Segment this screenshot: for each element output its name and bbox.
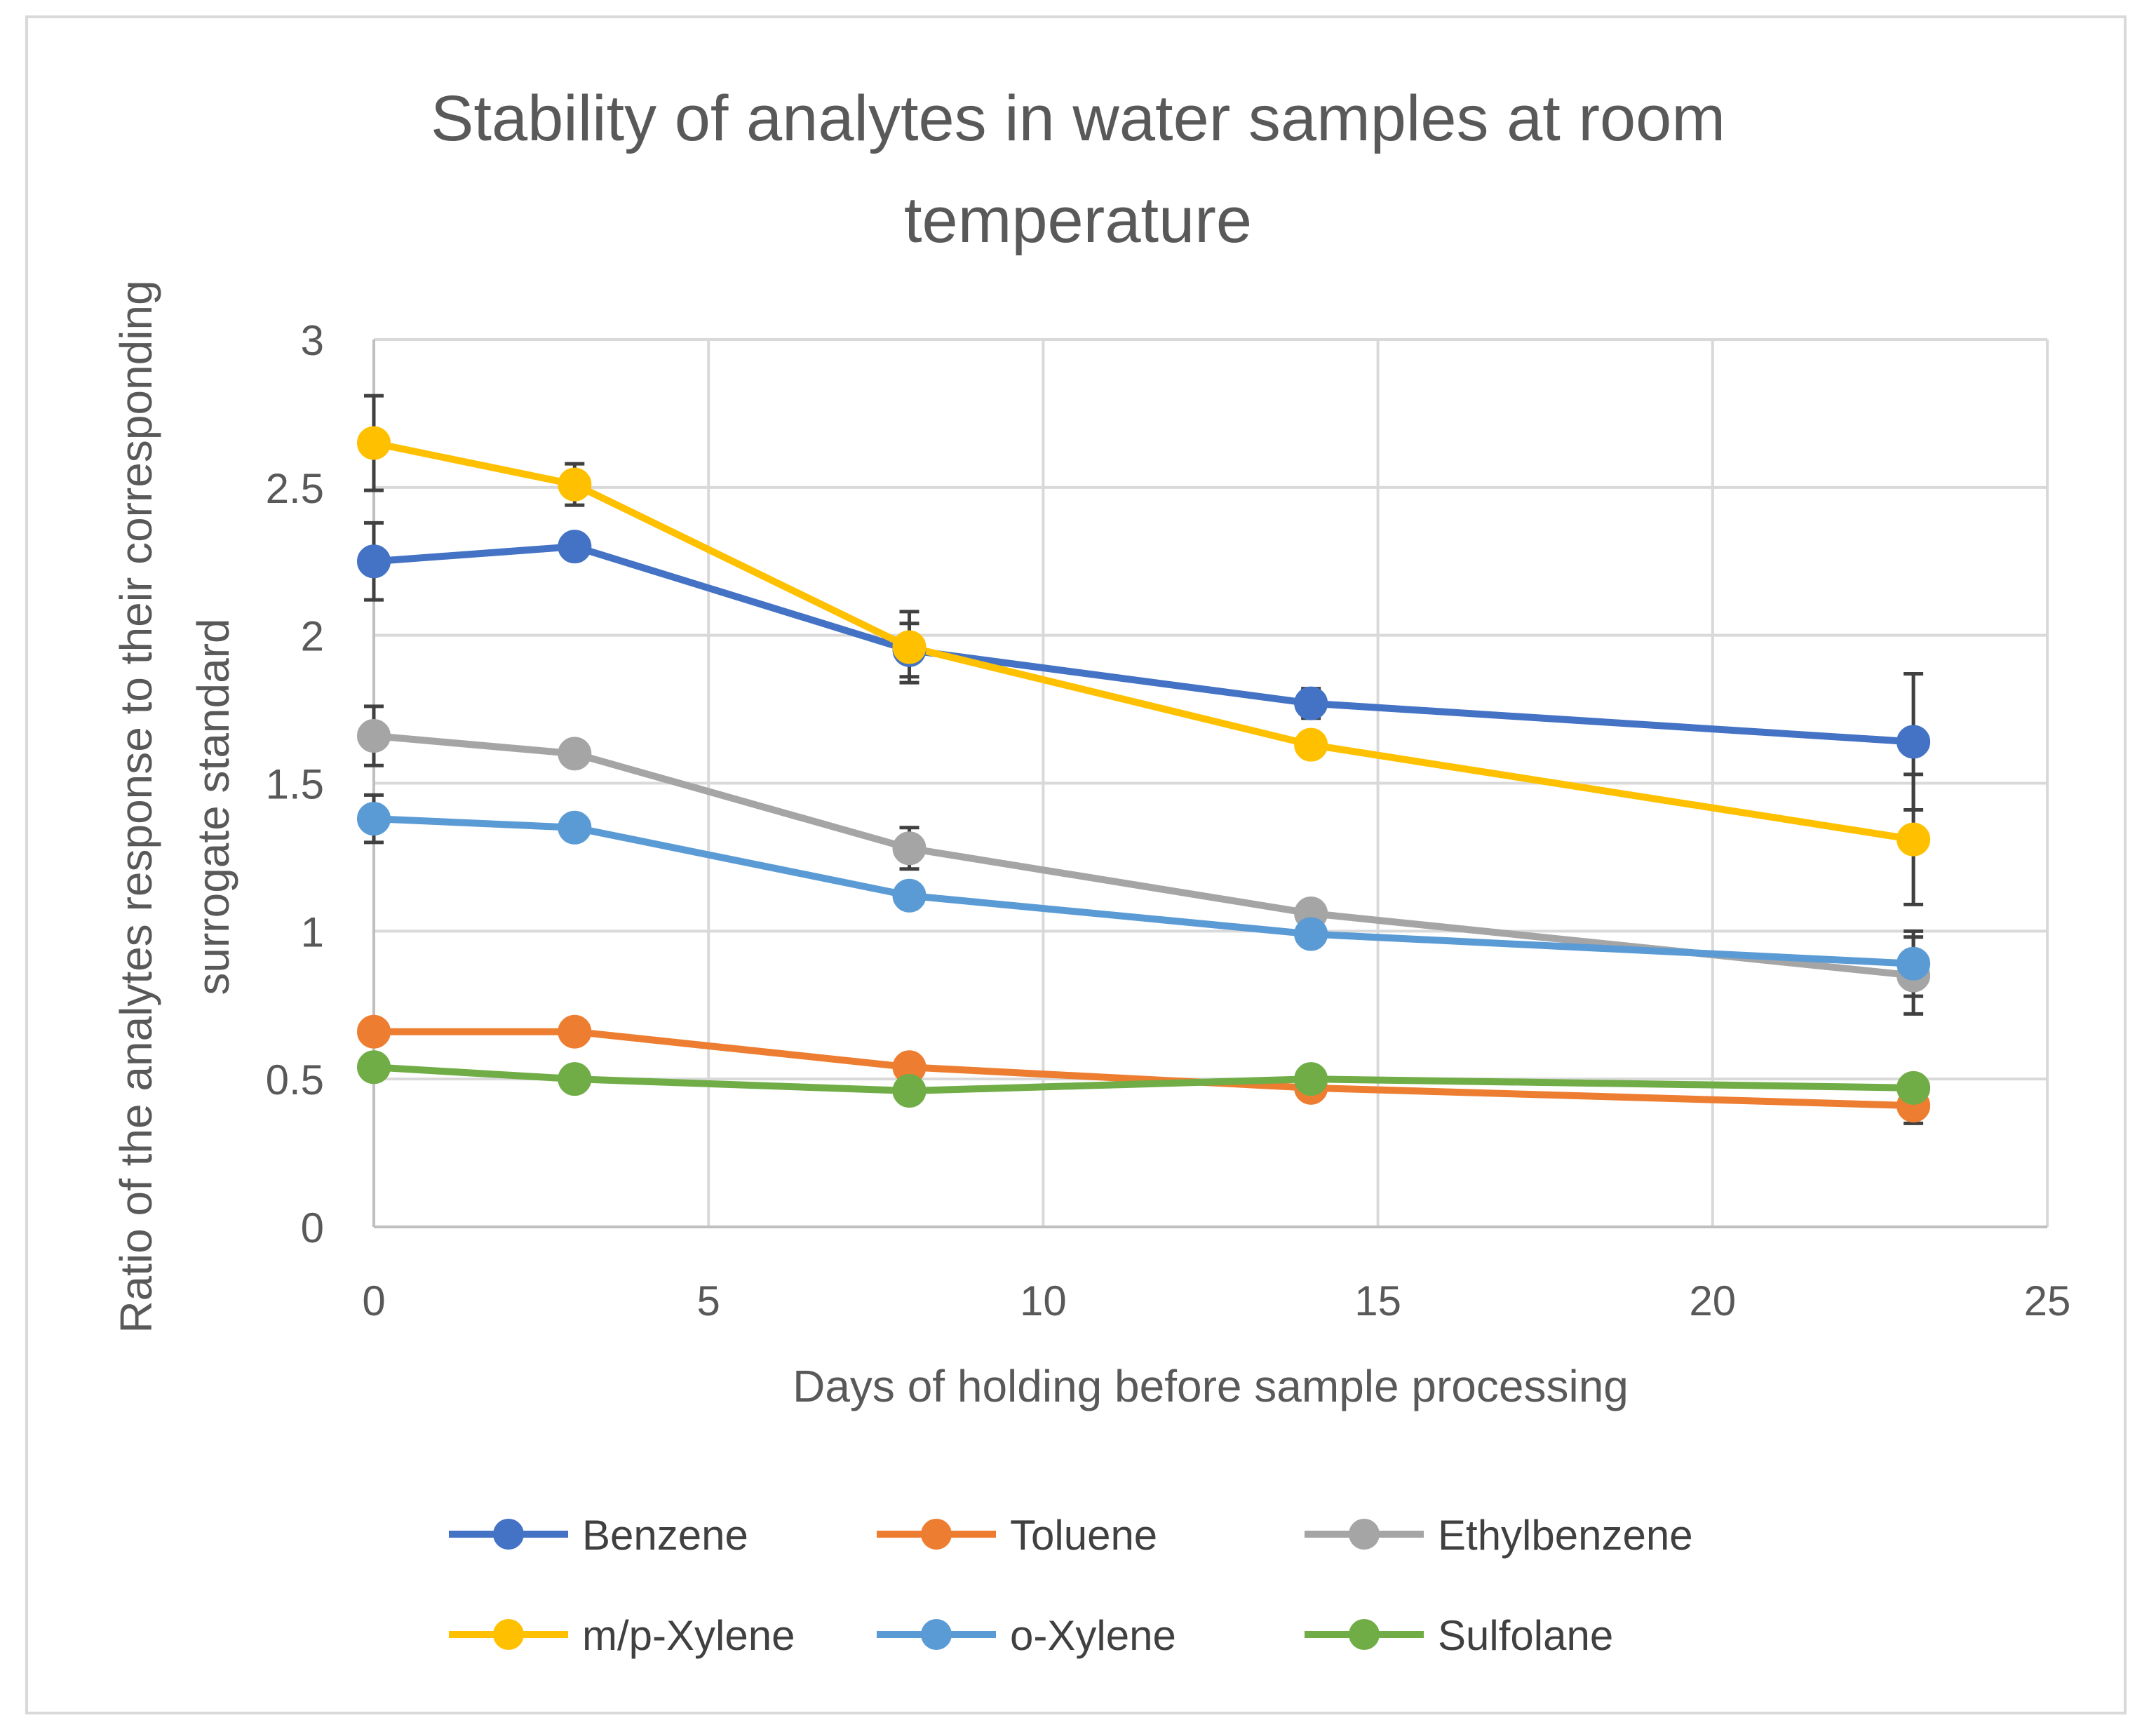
legend-label: Benzene: [582, 1512, 748, 1559]
data-point-m/p-Xylene: [892, 630, 927, 664]
legend: Benzene Toluene Ethylbenzene m/p-Xylene o-Xy…: [449, 1512, 1693, 1659]
data-point-o-Xylene: [892, 878, 927, 913]
y-tick-label: 0: [301, 1204, 324, 1251]
legend-item-Benzene: Benzene: [449, 1512, 748, 1559]
x-tick-label: 20: [1689, 1277, 1736, 1324]
legend-item-Ethylbenzene: Ethylbenzene: [1305, 1512, 1693, 1559]
y-tick-label: 0.5: [266, 1056, 324, 1103]
legend-swatch-marker: [921, 1519, 952, 1550]
chart-title-line-2: temperature: [904, 184, 1252, 256]
series-lines: [372, 439, 1914, 1110]
data-point-Sulfolane: [357, 1050, 391, 1085]
legend-label: o-Xylene: [1010, 1612, 1176, 1659]
chart-title: Stability of analytes in water samples a…: [431, 83, 1725, 256]
y-axis-label: Ratio of the analytes response to their …: [111, 280, 238, 1333]
legend-item-m/p-Xylene: m/p-Xylene: [449, 1612, 795, 1659]
y-tick-label: 1: [301, 908, 324, 955]
data-point-m/p-Xylene: [357, 426, 391, 460]
data-point-Ethylbenzene: [558, 737, 592, 771]
data-point-Sulfolane: [892, 1074, 927, 1108]
legend-swatch-marker: [493, 1619, 524, 1650]
data-point-Benzene: [1896, 725, 1931, 759]
data-point-Benzene: [1294, 686, 1328, 720]
series-line-Toluene: [374, 1028, 1914, 1110]
legend-item-Sulfolane: Sulfolane: [1305, 1612, 1613, 1659]
legend-item-o-Xylene: o-Xylene: [877, 1612, 1176, 1659]
data-point-m/p-Xylene: [1896, 822, 1931, 857]
chart-frame: [25, 15, 2127, 1714]
x-tick-labels: 0 5 10 15 20 25: [362, 1277, 2070, 1324]
legend-label: m/p-Xylene: [582, 1612, 795, 1659]
series-line-Benzene: [373, 543, 1914, 746]
data-point-Toluene: [558, 1014, 592, 1049]
legend-swatch-marker: [1349, 1519, 1380, 1550]
legend-label: Ethylbenzene: [1438, 1512, 1693, 1559]
data-point-Ethylbenzene: [357, 719, 391, 753]
data-point-Toluene: [357, 1014, 391, 1049]
data-point-Benzene: [558, 530, 592, 564]
series-line-Ethylbenzene: [373, 732, 1914, 979]
chart-title-line-1: Stability of analytes in water samples a…: [431, 83, 1725, 154]
data-point-o-Xylene: [1896, 946, 1931, 981]
series-points: [357, 426, 1931, 1123]
legend-label: Sulfolane: [1438, 1612, 1613, 1659]
data-point-Benzene: [357, 544, 391, 579]
data-point-Sulfolane: [558, 1062, 592, 1096]
data-point-Sulfolane: [1896, 1070, 1931, 1105]
y-axis-label-line-2: surrogate standard: [188, 618, 238, 995]
y-tick-label: 3: [301, 317, 324, 364]
gridlines: [372, 338, 2049, 1228]
y-axis-label-line-1: Ratio of the analytes response to their …: [111, 280, 161, 1333]
data-point-o-Xylene: [357, 802, 391, 836]
x-tick-label: 5: [697, 1277, 720, 1324]
data-point-m/p-Xylene: [1294, 727, 1328, 762]
data-point-o-Xylene: [1294, 917, 1328, 951]
x-axis-label: Days of holding before sample processing: [793, 1361, 1629, 1411]
data-point-Ethylbenzene: [892, 831, 927, 866]
x-tick-label: 0: [362, 1277, 385, 1324]
y-tick-label: 2.5: [266, 465, 324, 512]
y-tick-label: 1.5: [266, 761, 324, 808]
y-tick-labels: 0 0.5 1 1.5 2 2.5 3: [266, 317, 324, 1251]
legend-swatch-marker: [493, 1519, 524, 1550]
x-tick-label: 10: [1020, 1277, 1067, 1324]
y-tick-label: 2: [301, 613, 324, 660]
legend-item-Toluene: Toluene: [877, 1512, 1157, 1559]
data-point-o-Xylene: [558, 810, 592, 845]
series-line-o-Xylene: [373, 815, 1914, 967]
x-tick-label: 25: [2024, 1277, 2071, 1324]
series-line-m/p-Xylene: [372, 439, 1914, 843]
legend-swatch-marker: [1349, 1619, 1380, 1650]
legend-label: Toluene: [1010, 1512, 1157, 1559]
data-point-m/p-Xylene: [558, 467, 592, 502]
legend-swatch-marker: [921, 1619, 952, 1650]
x-tick-label: 15: [1354, 1277, 1401, 1324]
data-point-Sulfolane: [1294, 1062, 1328, 1096]
